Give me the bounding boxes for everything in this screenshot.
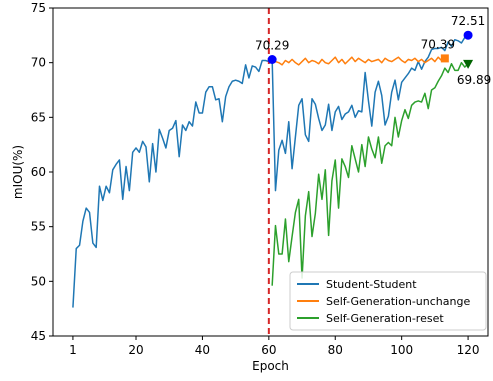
legend-label-2: Self-Generation-unchange (326, 295, 470, 308)
y-tick-label-2: 50 (31, 274, 46, 288)
annotation-marker-3 (440, 54, 449, 63)
y-axis-label: mIOU(%) (11, 145, 25, 199)
y-tick-label-1: 45 (31, 329, 46, 343)
annotation-label-2: 72.51 (451, 14, 485, 28)
series-line-2 (271, 56, 446, 66)
x-axis-label: Epoch (252, 359, 289, 373)
legend-label-3: Self-Generation-reset (326, 312, 444, 325)
x-tick-label-1: 1 (69, 343, 77, 357)
y-tick-label-7: 75 (31, 1, 46, 15)
annotation-markers: 70.29 72.51 70.39 69.89 (255, 14, 491, 87)
annotation-label-3: 70.39 (421, 37, 455, 51)
annotation-marker-2 (463, 30, 473, 40)
annotation-marker-4 (463, 59, 474, 69)
annotation-marker-1 (267, 54, 277, 64)
y-tick-label-3: 55 (31, 220, 46, 234)
x-tick-label-3: 40 (195, 343, 210, 357)
series-line-1 (72, 34, 469, 308)
annotation-label-4: 69.89 (457, 73, 491, 87)
legend: Student-Student Self-Generation-unchange S… (289, 271, 487, 331)
annotation-label-1: 70.29 (255, 38, 289, 52)
series-layer (72, 34, 469, 308)
x-tick-label-5: 80 (328, 343, 343, 357)
y-tick-label-5: 65 (31, 110, 46, 124)
legend-box (289, 271, 487, 331)
y-tick-label-4: 60 (31, 165, 46, 179)
legend-label-1: Student-Student (326, 278, 417, 291)
x-tick-label-4: 60 (261, 343, 276, 357)
x-tick-label-2: 20 (128, 343, 143, 357)
x-tick-label-6: 100 (390, 343, 413, 357)
y-tick-label-6: 70 (31, 56, 46, 70)
x-tick-label-7: 120 (457, 343, 480, 357)
series-line-3 (271, 61, 469, 286)
